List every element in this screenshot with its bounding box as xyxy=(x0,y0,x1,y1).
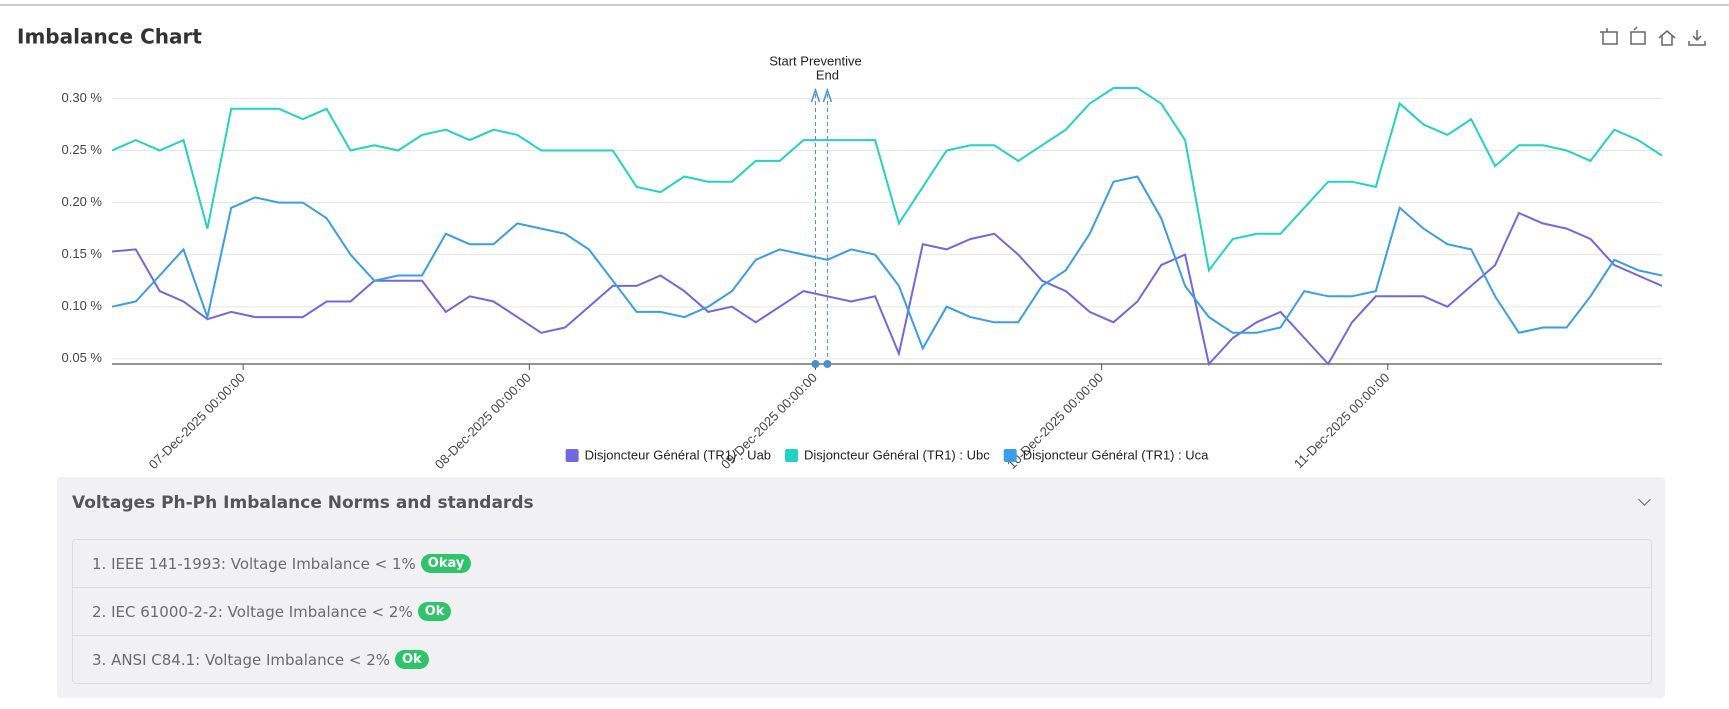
x-tick-label: 07-Dec-2025 00:00:00 xyxy=(146,370,248,470)
home-icon[interactable] xyxy=(1658,30,1676,46)
collapse-icon[interactable] xyxy=(1638,493,1651,506)
status-badge: Ok xyxy=(395,650,429,669)
x-tick-label: 11-Dec-2025 00:00:00 xyxy=(1291,370,1392,470)
legend: Disjoncteur Général (TR1) : Uab Disjoncte… xyxy=(565,447,1209,462)
annotation-dot xyxy=(811,360,820,368)
norms-list: 1. IEEE 141-1993: Voltage Imbalance < 1%… xyxy=(72,539,1652,684)
norm-text: 2. IEC 61000-2-2: Voltage Imbalance < 2% xyxy=(92,602,413,621)
legend-swatch xyxy=(565,449,579,462)
download-icon[interactable] xyxy=(1688,30,1706,46)
zoom-back-icon[interactable] xyxy=(1630,26,1646,45)
y-tick-label: 0.10 % xyxy=(62,298,103,313)
annotation-dot xyxy=(823,360,832,368)
legend-item[interactable]: Disjoncteur Général (TR1) : Uca xyxy=(1003,447,1209,462)
annotation-label: Start Preventive xyxy=(769,53,862,68)
legend-item[interactable]: Disjoncteur Général (TR1) : Ubc xyxy=(785,447,990,462)
norm-item: 1. IEEE 141-1993: Voltage Imbalance < 1%… xyxy=(73,540,1651,587)
norms-title[interactable]: Voltages Ph-Ph Imbalance Norms and stand… xyxy=(72,493,534,513)
chart: Imbalance Chart 0.05 % 0.10 % 0.15 % 0.20 %… xyxy=(0,4,1729,470)
series-line xyxy=(111,87,1663,273)
y-tick-label: 0.30 % xyxy=(62,90,103,105)
norm-text: 1. IEEE 141-1993: Voltage Imbalance < 1% xyxy=(92,554,416,573)
norm-item: 2. IEC 61000-2-2: Voltage Imbalance < 2%… xyxy=(73,587,1651,635)
chart-title: Imbalance Chart xyxy=(17,25,202,49)
status-badge: Ok xyxy=(417,602,452,621)
annotation-arrow xyxy=(822,87,833,103)
legend-label: Disjoncteur Général (TR1) : Uab xyxy=(585,447,771,462)
norm-item: 3. ANSI C84.1: Voltage Imbalance < 2% Ok xyxy=(73,635,1651,683)
toolbar[interactable] xyxy=(1600,26,1706,46)
legend-swatch xyxy=(1003,449,1017,462)
annotation-label: End xyxy=(816,67,839,82)
y-tick-label: 0.05 % xyxy=(62,350,103,365)
norms-panel: Voltages Ph-Ph Imbalance Norms and stand… xyxy=(57,477,1665,698)
series-line xyxy=(111,211,1663,367)
y-tick-label: 0.15 % xyxy=(62,246,103,261)
legend-swatch xyxy=(785,449,799,462)
x-tick-label: 08-Dec-2025 00:00:00 xyxy=(432,370,534,470)
y-tick-label: 0.20 % xyxy=(62,194,103,209)
legend-item[interactable]: Disjoncteur Général (TR1) : Uab xyxy=(565,447,771,462)
y-tick-label: 0.25 % xyxy=(62,142,103,157)
norm-text: 3. ANSI C84.1: Voltage Imbalance < 2% xyxy=(92,650,390,669)
series-line xyxy=(111,175,1663,351)
legend-label: Disjoncteur Général (TR1) : Uca xyxy=(1023,447,1209,462)
zoom-icon[interactable] xyxy=(1600,28,1618,45)
status-badge: Okay xyxy=(420,554,472,573)
legend-label: Disjoncteur Général (TR1) : Ubc xyxy=(804,447,990,462)
annotation-arrow xyxy=(810,87,821,103)
